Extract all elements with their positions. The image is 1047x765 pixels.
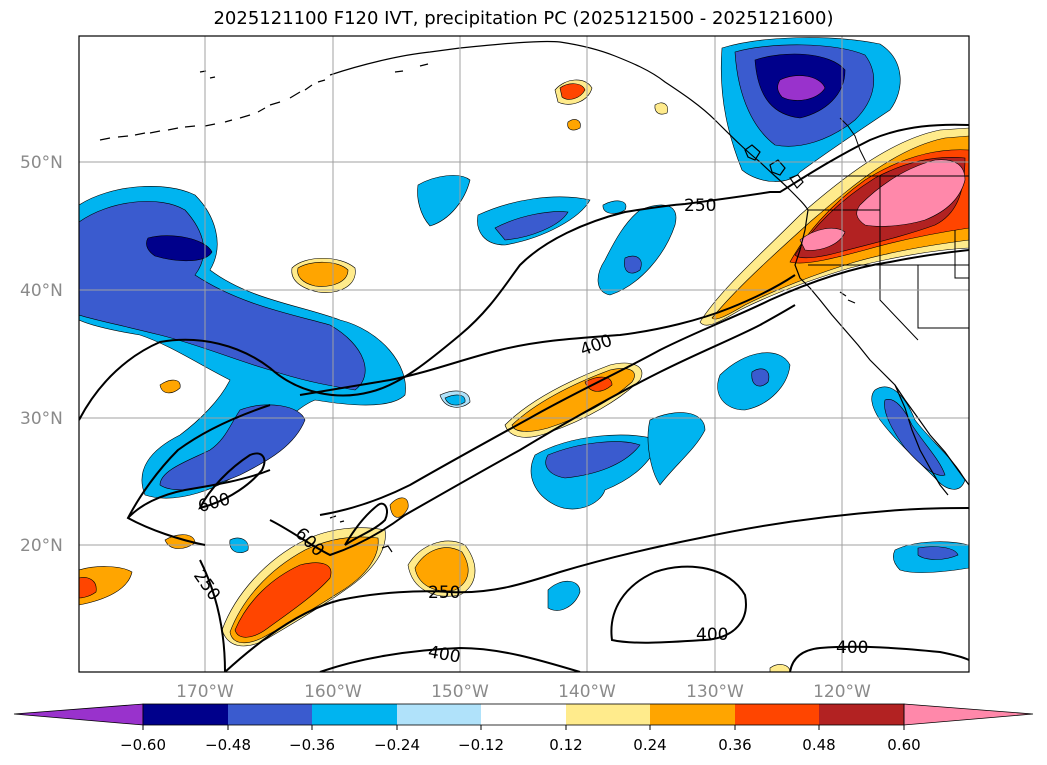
colorbar-tick-labels: −0.60 −0.48 −0.36 −0.24 −0.12 0.12 0.24 … [120,736,921,754]
colorbar-seg-9 [819,704,904,725]
colorbar-seg-0 [13,703,144,726]
colorbar-tick-label: −0.24 [374,736,420,754]
latitude-labels: 50°N 40°N 30°N 20°N [20,153,63,556]
neg-region-east-small-core [751,368,770,387]
coastline-bc-islands [744,144,804,189]
colorbar-seg-10 [903,703,1034,726]
lon-label-140w: 140°W [558,682,616,702]
political-borders [808,117,969,341]
pos-region-small-se [769,664,791,672]
colorbar-frame [142,703,905,726]
colorbar-tick-label: −0.12 [458,736,504,754]
contour-400-upper [299,274,796,396]
border-alaska-canada [839,117,867,163]
colorbar-seg-5 [481,704,566,725]
lat-label-20n: 20°N [20,536,63,556]
contour-600 [269,304,796,557]
pos-region-aleutian-red [559,83,586,100]
contour-250-inner [126,404,271,546]
pos-region-far-west [79,566,133,606]
coastline-baja [894,384,949,496]
contour-400-main [127,249,969,519]
border-states-sw [879,265,969,341]
neg-region-south-small [547,580,581,611]
neg-region-central-band-core [624,255,642,274]
contour-label-250-a: 250 [684,196,716,216]
colorbar-tick-label: 0.60 [887,736,920,754]
neg-region-nw-pacific-1 [417,175,471,227]
contour-small-loop-c [344,502,388,546]
colorbar-tick-label: −0.60 [120,736,166,754]
neg-region-gulf-alaska-purple [777,75,826,101]
colorbar-seg-8 [735,704,819,725]
contour-400-south-loop [610,565,747,644]
gridlines [79,36,969,672]
ivt-contours [79,123,969,672]
colorbar-seg-6 [566,704,650,725]
lat-label-40n: 40°N [20,281,63,301]
colorbar-tick-label: 0.48 [802,736,835,754]
colorbar-seg-4 [397,704,481,725]
pos-region-central-band-red [584,376,613,392]
colorbar-tick-label: 0.36 [718,736,751,754]
colorbar-tick-label: −0.48 [205,736,251,754]
colorbar-tick-label: −0.36 [289,736,335,754]
contour-label-250-b: 250 [428,583,460,603]
neg-region-small-a [602,200,627,214]
longitude-labels: 170°W 160°W 150°W 140°W 130°W 120°W [176,682,871,702]
border-states-nw [808,176,969,279]
lon-label-120w: 120°W [813,682,871,702]
pos-region-small-n2 [654,102,668,115]
contour-400-south-arc [319,646,581,672]
pos-region-small-c [389,497,409,518]
negative-anomaly-regions [79,37,969,611]
map-frame [78,35,970,673]
pos-region-far-west-red [79,577,97,599]
contour-label-400-b: 400 [696,625,728,645]
neg-region-west-center [146,235,213,262]
map-title: 2025121100 F120 IVT, precipitation PC (2… [213,8,834,29]
coastline-islands-misc [199,63,856,304]
pos-region-north-central-orange [297,261,349,287]
contour-label-400-c: 400 [836,638,868,658]
neg-region-mid-south-2 [647,412,706,486]
pos-region-small-w [159,379,181,394]
pos-region-south-central-orange [414,547,469,592]
neg-region-baja-core [917,546,959,560]
lon-label-160w: 160°W [304,682,362,702]
colorbar-tick-label: 0.12 [549,736,582,754]
contour-250-north [79,123,969,421]
neg-region-nw-pacific-2-core [494,211,569,241]
lat-label-50n: 50°N [20,153,63,173]
contour-600-loop [198,452,266,510]
contour-250-south [199,507,969,672]
map-plot-area: 250 250 250 400 400 400 400 600 600 [79,36,969,672]
neg-region-mid-south-core [545,441,641,479]
neg-region-central-band [597,204,677,296]
colorbar-seg-3 [312,704,397,725]
lon-label-150w: 150°W [431,682,489,702]
colorbar-seg-1 [143,704,228,725]
pos-region-hawaii-west-red [234,562,332,638]
pos-region-west-pink [799,227,846,251]
lon-label-170w: 170°W [176,682,234,702]
colorbar-tick-label: 0.24 [633,736,666,754]
pos-region-small-n [567,119,581,131]
coastline-aleutians-west [99,79,326,141]
colorbar-tick-marks [142,725,905,730]
coastline-north-america [794,209,969,486]
colorbar-seg-7 [650,704,735,725]
lat-label-30n: 30°N [20,409,63,429]
contour-400-se [789,645,969,672]
colorbar: −0.60 −0.48 −0.36 −0.24 −0.12 0.12 0.24 … [13,703,1034,754]
lon-label-130w: 130°W [686,682,744,702]
colorbar-seg-2 [228,704,312,725]
